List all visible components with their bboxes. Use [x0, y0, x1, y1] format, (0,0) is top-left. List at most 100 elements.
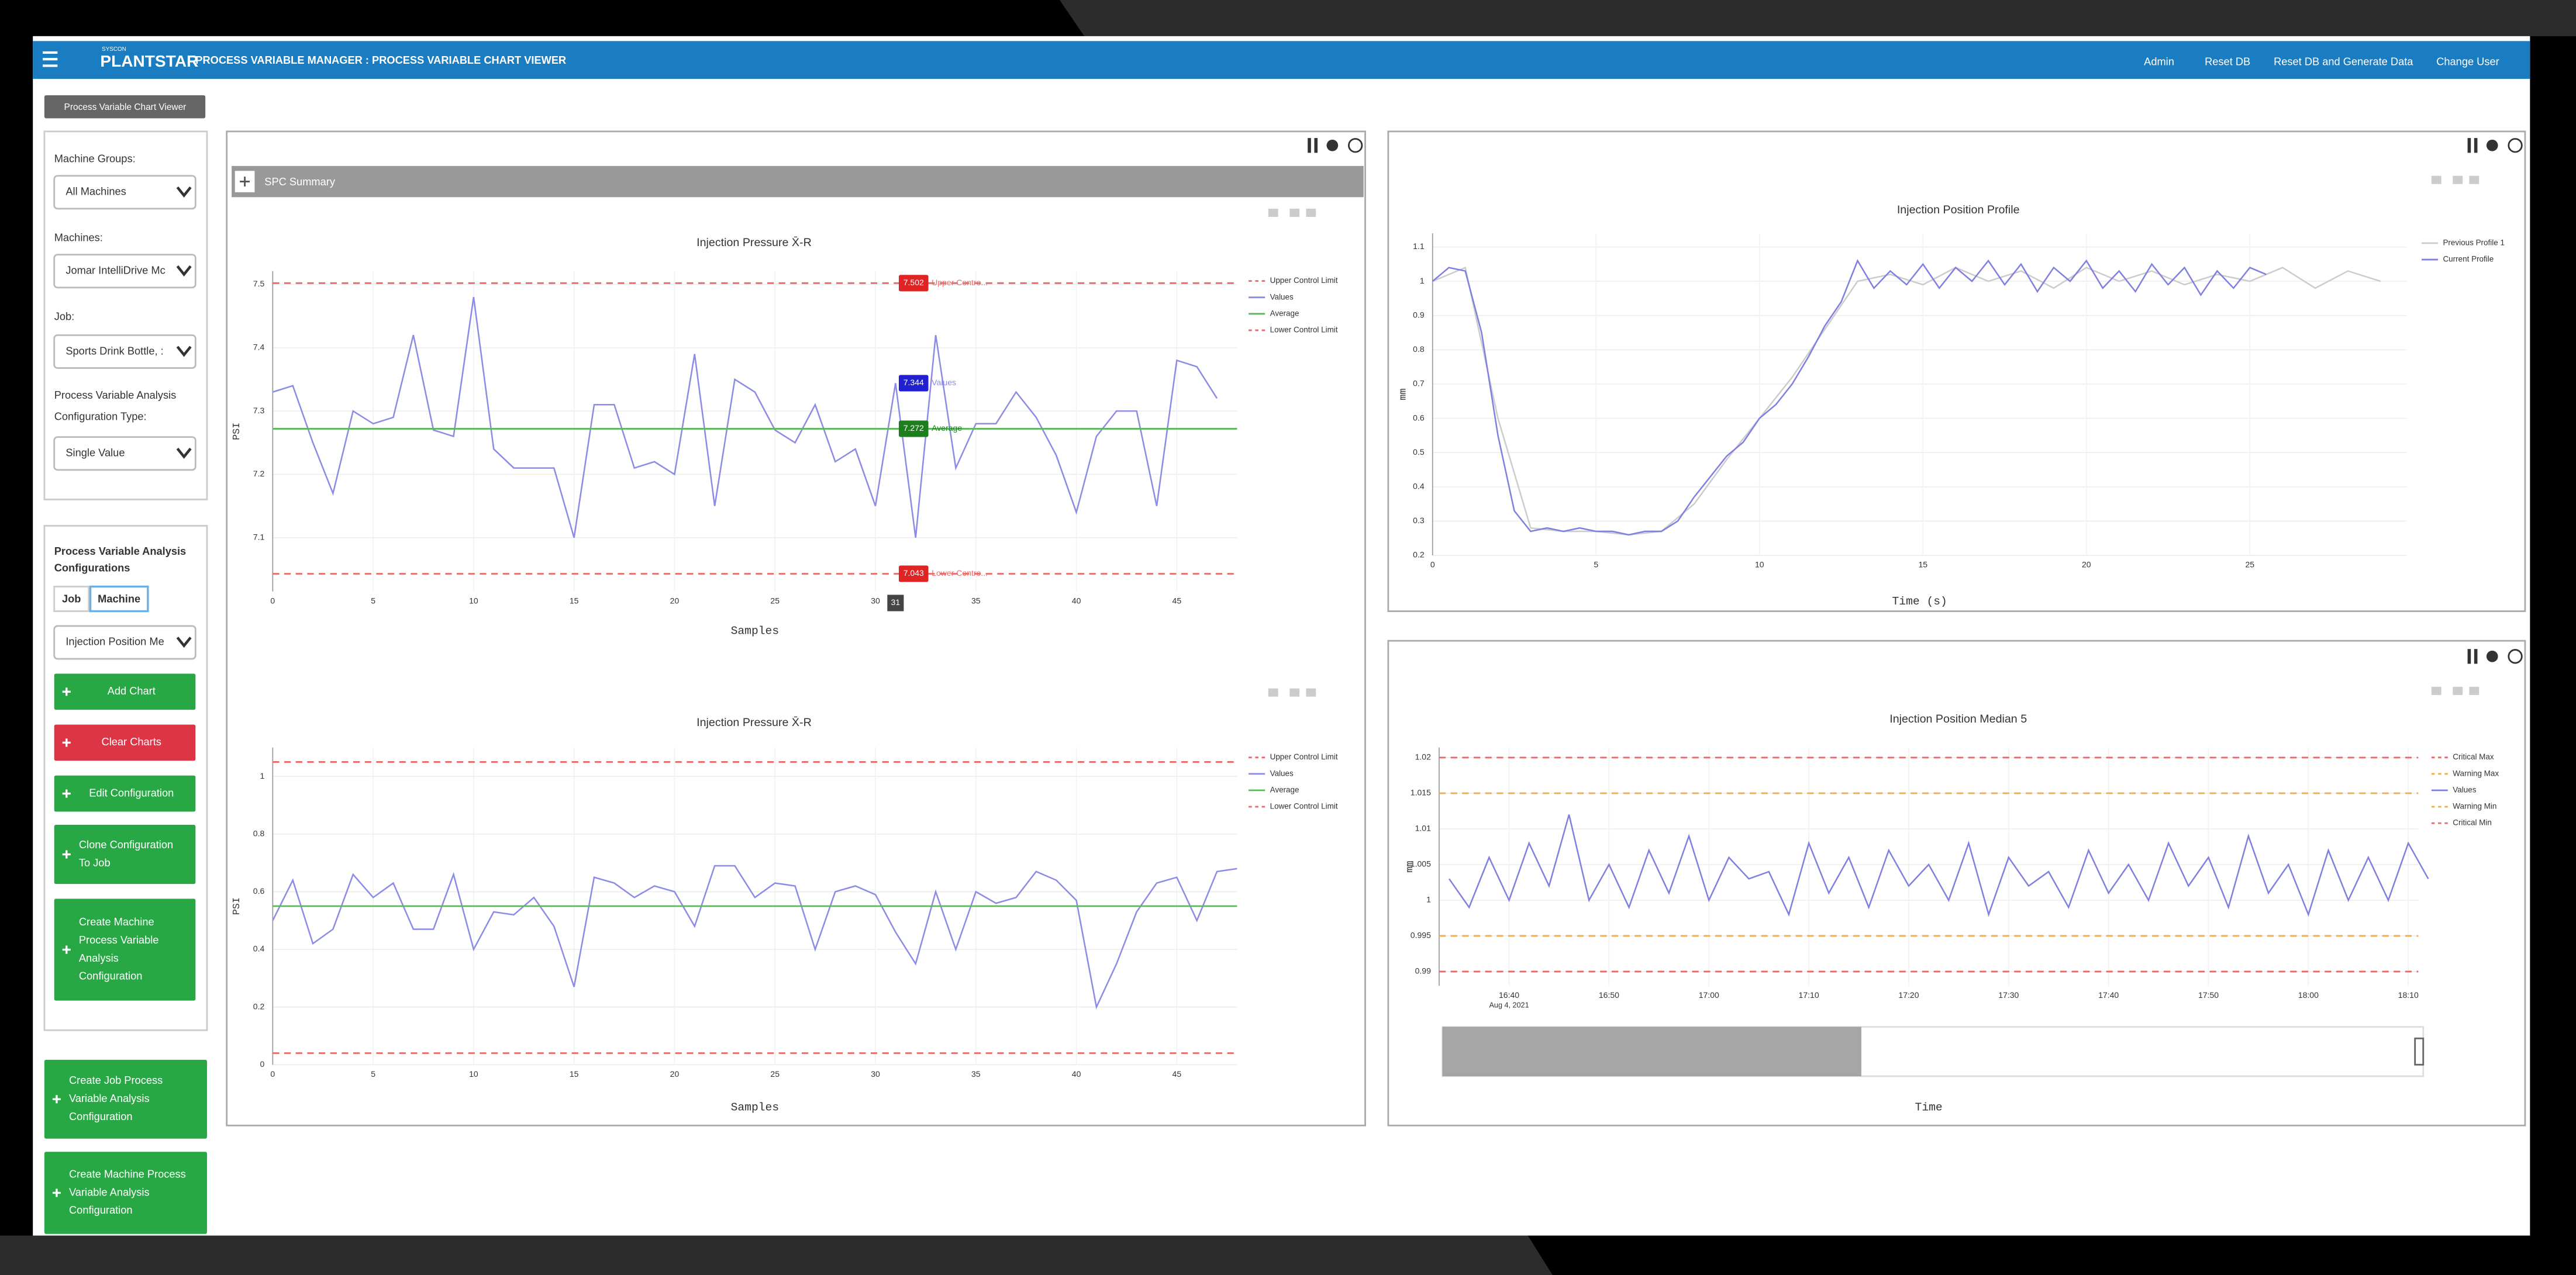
y-axis-label: PSI: [232, 897, 243, 915]
menu-item[interactable]: Change User: [2436, 56, 2499, 68]
view-selector[interactable]: [44, 95, 206, 119]
x-tick-label: 35: [971, 1069, 981, 1079]
x-tick-label: 16:50: [1599, 990, 1619, 1000]
y-tick-label: 1.005: [1411, 859, 1431, 869]
panel-title: Process Variable Analysis: [54, 545, 187, 557]
button-label: Create Job Process: [69, 1074, 163, 1086]
label: Job:: [54, 310, 74, 322]
select[interactable]: [53, 334, 196, 369]
tab-label: Machine: [98, 593, 140, 605]
tab[interactable]: [53, 585, 90, 612]
button[interactable]: [54, 673, 196, 710]
y-tick-label: 0.8: [1413, 344, 1425, 354]
select-value: Sports Drink Bottle, :: [65, 344, 163, 357]
x-tick-label: 16:40: [1499, 990, 1519, 1000]
x-tick-label: 5: [1594, 560, 1598, 569]
select-value: All Machines: [65, 185, 126, 198]
button-label: Variable Analysis: [69, 1092, 150, 1104]
chart-title: Injection Pressure X̄-R: [696, 236, 812, 249]
legend-label: Previous Profile 1: [2443, 239, 2505, 247]
label: Process Variable Analysis: [54, 389, 177, 401]
select[interactable]: [53, 175, 196, 210]
x-tick-label: 25: [770, 596, 780, 605]
range-slider-handle[interactable]: [2414, 1037, 2425, 1066]
button[interactable]: [44, 1059, 207, 1139]
y-tick-label: 0.2: [253, 1001, 265, 1011]
chart-title: Injection Position Median 5: [1889, 713, 2027, 725]
legend-label: Warning Min: [2453, 802, 2496, 811]
series-line: [1432, 266, 2381, 536]
hover-tag: [898, 565, 929, 582]
button-label: Configuration: [69, 1204, 133, 1216]
y-axis-label: PSI: [232, 423, 243, 440]
button-label: Add Chart: [108, 685, 156, 697]
brand: PLANTSTAR: [100, 52, 198, 70]
x-axis-label: Samples: [731, 1101, 780, 1114]
legend-label: Current Profile: [2443, 255, 2494, 264]
series-line: [272, 865, 1237, 1010]
x-tick-label: 10: [1755, 560, 1764, 569]
select[interactable]: [53, 254, 196, 289]
y-tick-label: 1.1: [1413, 241, 1425, 251]
button-label: Analysis: [79, 952, 119, 964]
button-label: Configuration: [69, 1110, 133, 1122]
x-tick-label: 15: [570, 1069, 579, 1079]
button[interactable]: [54, 824, 196, 884]
y-tick-label: 0.2: [1413, 550, 1425, 559]
brand-small: SYSCON: [102, 46, 126, 53]
backdrop-shape: [0, 1235, 1553, 1275]
spc-summary-bar[interactable]: [232, 165, 1364, 198]
x-axis-label: Samples: [731, 624, 780, 637]
hover-tag-value: 7.502: [904, 278, 924, 287]
menu-item[interactable]: Reset DB and Generate Data: [2274, 56, 2413, 68]
tab[interactable]: [89, 585, 149, 613]
button-label: Create Machine: [79, 915, 154, 928]
legend-label: Critical Min: [2453, 818, 2492, 827]
x-tick-label: 25: [770, 1069, 780, 1079]
chart-panel: [226, 130, 1366, 1127]
x-tick-label: 30: [871, 1069, 880, 1079]
x-tick-label: 18:00: [2298, 990, 2319, 1000]
button[interactable]: [54, 724, 196, 761]
legend-label: Average: [1270, 785, 1299, 794]
panel-toolbar[interactable]: [1308, 138, 2523, 664]
y-tick-label: 0.6: [253, 886, 265, 896]
button-label: Edit Configuration: [89, 786, 174, 799]
chart-title: Injection Position Profile: [1897, 203, 2020, 216]
button[interactable]: [44, 1152, 207, 1234]
menu-item[interactable]: Admin: [2144, 56, 2174, 68]
hover-tag-label: Average: [932, 423, 962, 433]
button[interactable]: [54, 899, 196, 1001]
select-chevron: [176, 265, 192, 277]
x-tick-label: 40: [1072, 596, 1081, 605]
x-date-label: Aug 4, 2021: [1489, 1001, 1529, 1009]
y-tick-label: 0.99: [1415, 966, 1431, 976]
select[interactable]: [53, 436, 196, 471]
y-tick-label: 0: [260, 1059, 264, 1069]
x-tick-label: 20: [2082, 560, 2091, 569]
legend-label: Upper Control Limit: [1270, 752, 1338, 761]
select[interactable]: [53, 625, 196, 660]
x-tick-label: 17:10: [1799, 990, 1819, 1000]
tab-label: Job: [62, 593, 81, 605]
range-slider-mask: [1442, 1027, 1861, 1076]
x-tick-label: 5: [371, 1069, 375, 1079]
menu-icon[interactable]: [43, 51, 58, 67]
menu-item[interactable]: Reset DB: [2205, 56, 2250, 68]
y-tick-label: 7.5: [253, 279, 265, 288]
x-tick-label: 15: [570, 596, 579, 605]
y-tick-label: 1.01: [1415, 824, 1431, 833]
x-tick-label: 45: [1173, 1069, 1182, 1079]
hover-tag-value: 7.344: [904, 378, 924, 387]
mode-bar[interactable]: [1268, 175, 2480, 697]
x-tick-label: 35: [971, 596, 981, 605]
y-tick-label: 0.7: [1413, 379, 1425, 388]
legend-label: Values: [1270, 292, 1294, 301]
x-tick-label: 17:30: [1998, 990, 2019, 1000]
y-tick-label: 7.1: [253, 532, 265, 541]
y-tick-label: 0.995: [1411, 931, 1431, 940]
label: Configuration Type:: [54, 410, 147, 423]
button[interactable]: [54, 775, 196, 812]
x-axis-label: Time: [1915, 1101, 1943, 1114]
y-tick-label: 0.9: [1413, 310, 1425, 319]
